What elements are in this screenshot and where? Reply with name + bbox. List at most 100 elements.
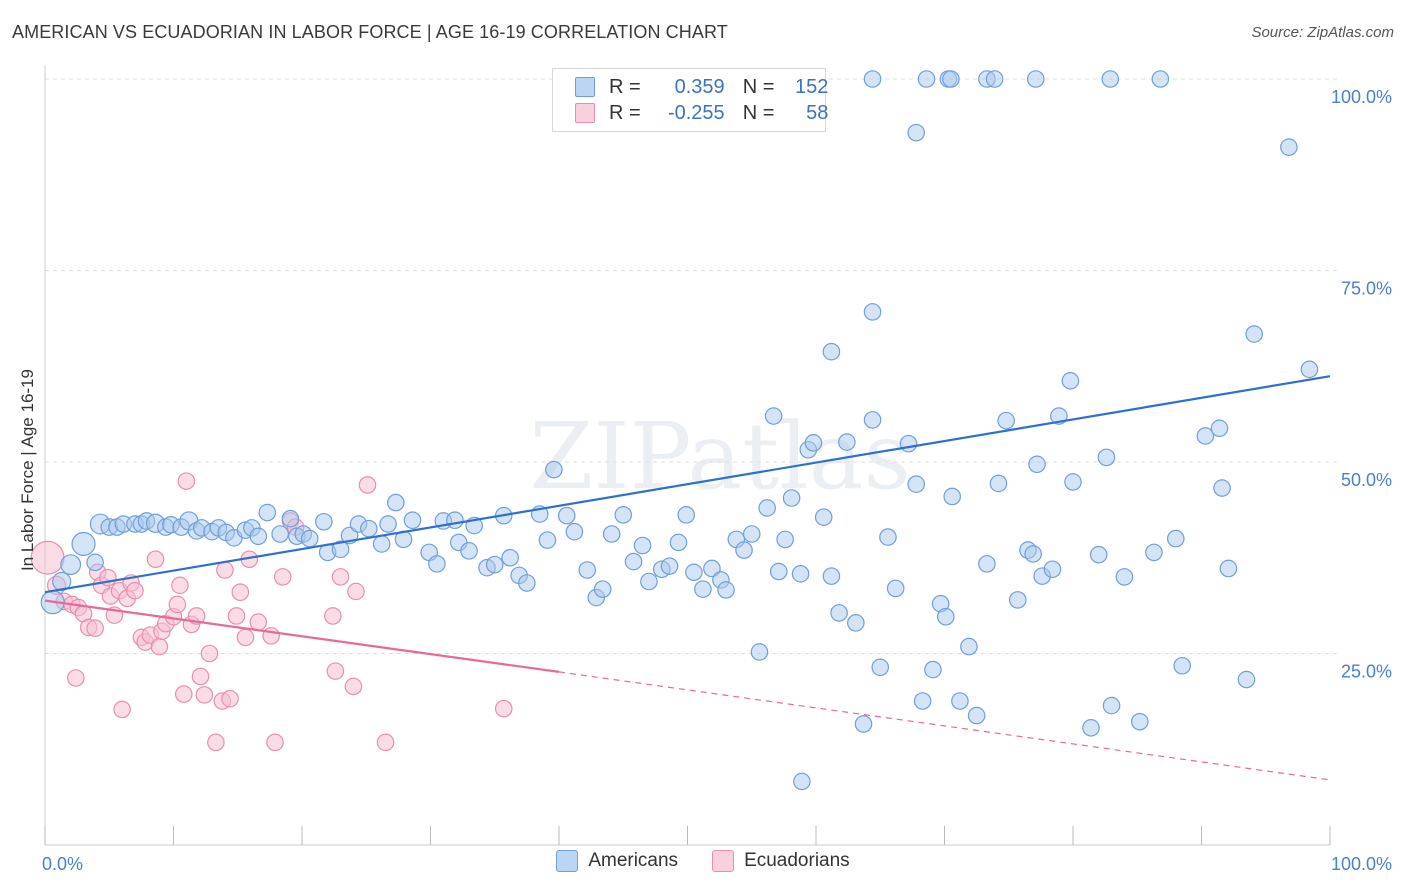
americans-point — [387, 493, 405, 512]
americans-point — [633, 536, 652, 555]
americans-point — [1101, 70, 1120, 88]
legend-item-americans: Americans — [556, 850, 678, 872]
americans-point — [372, 535, 391, 553]
americans-point — [1196, 427, 1215, 445]
americans-point — [1280, 138, 1298, 156]
legend-row-ecuadorians: R = -0.255 N = 58 — [575, 100, 828, 126]
americans-point — [249, 527, 268, 546]
americans-point — [936, 607, 955, 626]
r-label: R = — [609, 75, 641, 98]
americans-point — [913, 692, 932, 710]
americans-point — [669, 533, 688, 552]
americans-point — [804, 434, 823, 452]
americans-point — [614, 506, 633, 524]
americans-point — [258, 503, 277, 522]
americans-point — [951, 692, 969, 710]
americans-point — [907, 475, 926, 494]
ecuadorians-point — [67, 669, 85, 687]
ecuadorians-point — [331, 568, 350, 586]
ecuadorians-point — [195, 686, 214, 704]
n-label: N = — [742, 75, 775, 98]
correlation-legend: R = 0.359 N = 152 R = -0.255 N = 58 — [552, 68, 828, 132]
ecuadorians-point — [177, 472, 196, 490]
americans-point — [717, 581, 735, 599]
americans-trend-line — [44, 375, 1331, 594]
americans-point — [379, 515, 397, 533]
americans-point — [1064, 473, 1082, 491]
americans-point — [403, 511, 422, 530]
legend-item-ecuadorians: Ecuadorians — [712, 850, 850, 872]
ecuadorians-point — [249, 613, 268, 631]
americans-point — [86, 553, 104, 572]
americans-point — [791, 565, 810, 583]
americans-point — [1145, 543, 1163, 562]
americans-point — [71, 531, 96, 557]
americans-point — [538, 531, 557, 549]
ecuadorians-point — [113, 700, 131, 719]
americans-point — [997, 411, 1015, 430]
americans-point — [1131, 712, 1149, 731]
axes — [44, 66, 1331, 846]
americans-point — [985, 70, 1004, 88]
n-label: N = — [742, 101, 775, 124]
americans-point — [446, 511, 464, 530]
ecuadorians-point — [231, 583, 250, 602]
americans-point — [578, 561, 597, 579]
americans-point — [685, 563, 703, 582]
ecuadorians-trend-line — [44, 599, 560, 673]
americans-point — [677, 506, 696, 524]
americans-point — [847, 614, 865, 632]
ecuadorians-point — [200, 644, 219, 663]
americans-point — [838, 433, 856, 451]
ecuadorians-point — [273, 568, 292, 586]
americans-points — [40, 70, 1319, 791]
americans-point — [315, 512, 333, 531]
ecuadorians-point — [126, 581, 144, 600]
americans-point — [907, 123, 926, 142]
americans-point — [281, 509, 300, 528]
americans-point — [899, 434, 918, 453]
americans-point — [782, 489, 801, 507]
americans-point — [1151, 70, 1170, 88]
x-tick-label-max: 100.0% — [1331, 854, 1392, 874]
americans-point — [1213, 479, 1231, 497]
ecuadorians-point — [227, 607, 246, 625]
americans-point — [271, 525, 289, 543]
americans-point — [518, 574, 536, 592]
ecuadorians-point — [326, 662, 345, 680]
americans-point — [1082, 719, 1100, 737]
americans-legend-swatch — [556, 850, 579, 872]
americans-point — [703, 559, 721, 578]
ecuadorians-point — [168, 595, 187, 614]
americans-point — [1097, 448, 1116, 467]
americans-point — [660, 557, 679, 575]
americans-point — [331, 540, 350, 559]
americans-point — [1237, 670, 1256, 689]
y-tick-label: 50.0% — [1341, 470, 1392, 490]
americans-point — [545, 460, 563, 479]
americans-point — [822, 342, 841, 361]
americans-point — [1043, 560, 1062, 579]
ecuadorians-trend-extension — [558, 671, 1331, 781]
ecuadorians-point — [344, 677, 363, 696]
americans-point — [1102, 696, 1121, 715]
americans-point — [967, 706, 986, 725]
americans-point — [485, 555, 504, 574]
tick-labels: 25.0% 50.0% 75.0% 100.0% 0.0% 100.0% — [42, 87, 1392, 874]
americans-point — [557, 506, 576, 525]
americans-point — [1024, 545, 1042, 563]
ecuadorians-swatch — [575, 103, 595, 123]
americans-point — [1115, 568, 1134, 586]
americans-point — [917, 70, 936, 88]
americans-point — [879, 528, 897, 546]
ecuadorians-point — [174, 685, 193, 703]
americans-point — [871, 658, 890, 677]
ecuadorians-point — [191, 667, 210, 686]
americans-point — [694, 580, 712, 598]
americans-point — [960, 637, 978, 656]
americans-point — [854, 715, 873, 733]
americans-point — [1028, 455, 1046, 474]
y-tick-label: 25.0% — [1341, 662, 1392, 682]
americans-point — [769, 562, 788, 581]
